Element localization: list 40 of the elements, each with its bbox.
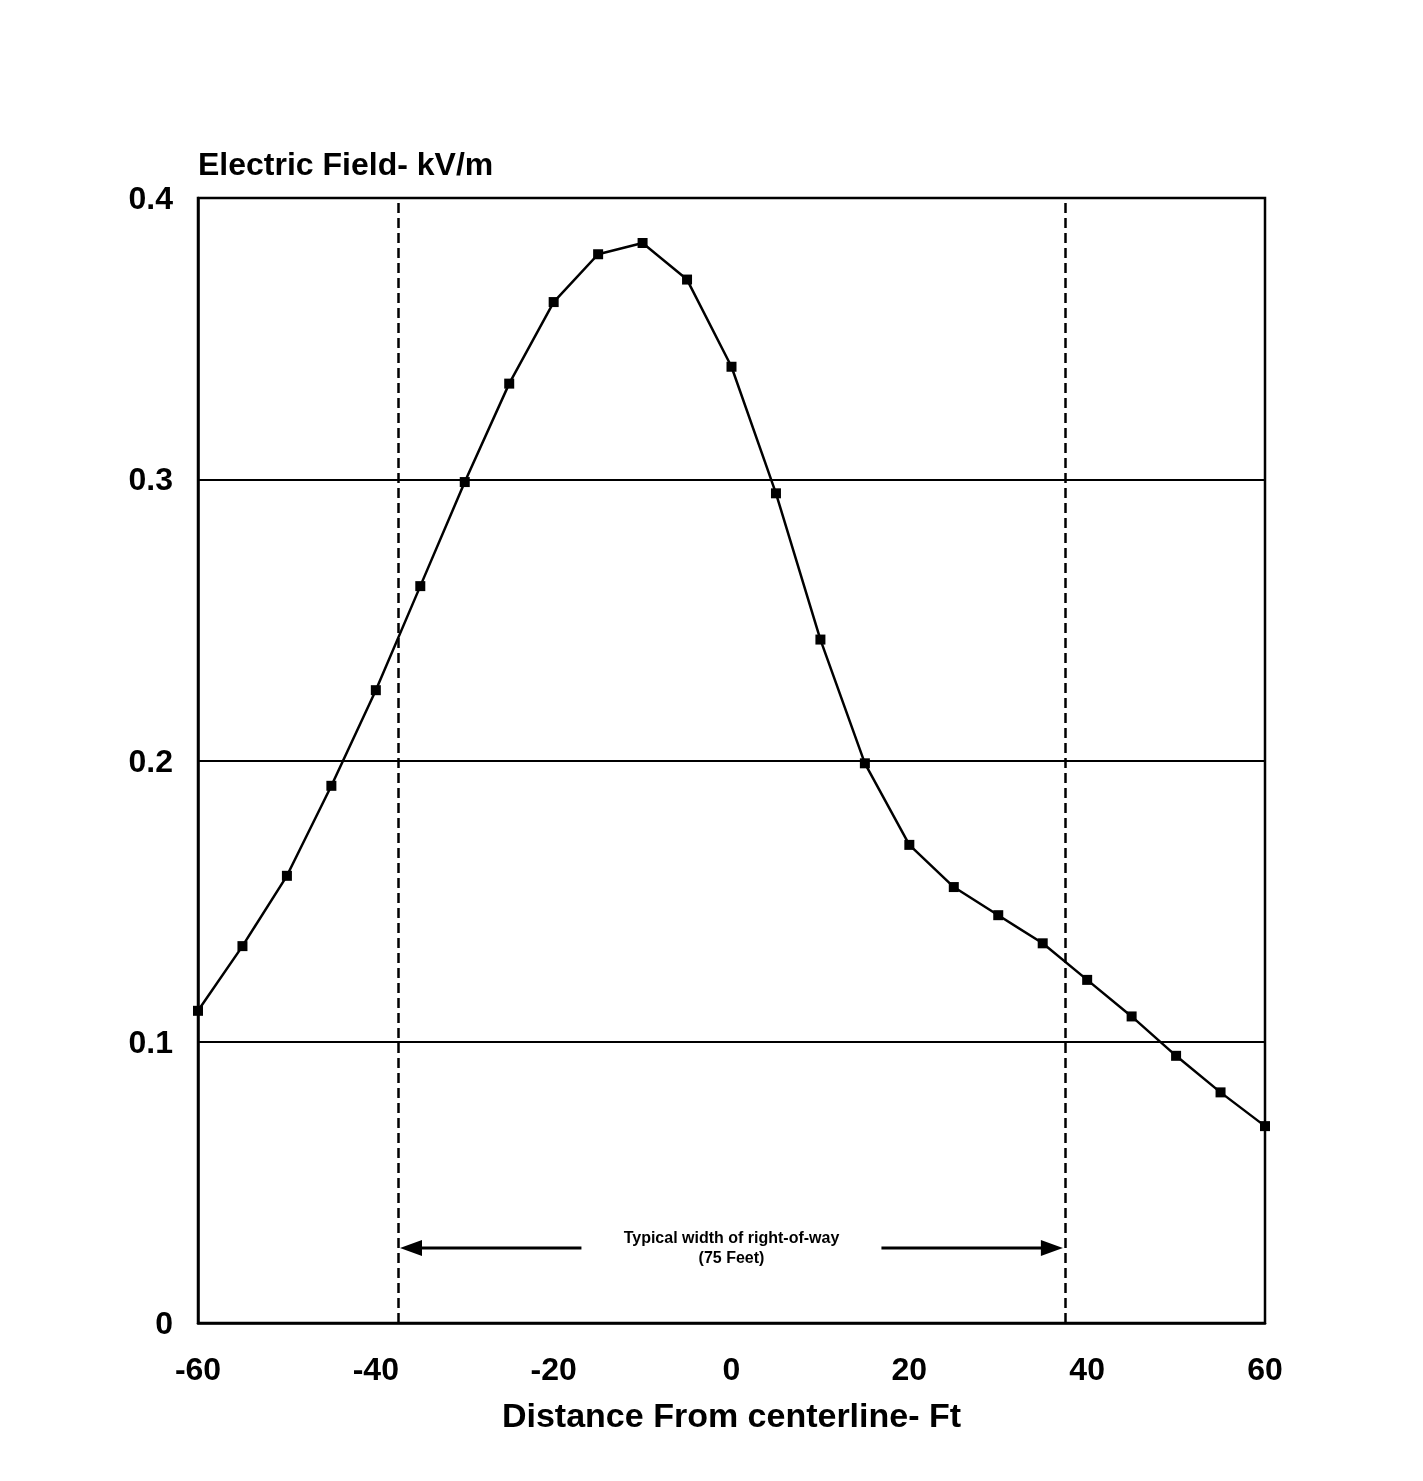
point [237, 941, 248, 952]
x-tick-label: -40 [352, 1351, 399, 1387]
x-tick-label: -20 [530, 1351, 577, 1387]
annotation: Typical width of right-of-way (75 Feet) [622, 1228, 841, 1268]
point [193, 1005, 203, 1016]
x-tick-label: 60 [1247, 1351, 1283, 1387]
y-tick-label: 0 [155, 1305, 173, 1341]
y-tick-label: 0.3 [128, 461, 173, 498]
x-axis-title: Distance From centerline- Ft [501, 1396, 962, 1434]
point [770, 488, 781, 499]
point [370, 685, 381, 696]
point [904, 839, 915, 850]
point [593, 249, 604, 260]
y-tick-label: 0.4 [128, 180, 174, 216]
point [859, 758, 870, 769]
point [504, 378, 515, 389]
y-tick-label: 0.1 [128, 1023, 173, 1060]
x-tick-label: 0 [722, 1351, 741, 1387]
x-tick-label: -60 [174, 1351, 222, 1387]
y-tick-label: 0.2 [128, 742, 173, 779]
point [993, 910, 1004, 921]
x-tick-label: 40 [1069, 1351, 1105, 1387]
point [1082, 974, 1093, 985]
point [726, 361, 737, 372]
point [637, 238, 648, 248]
point [1260, 1121, 1270, 1132]
point [948, 882, 959, 893]
point [281, 870, 292, 881]
point [459, 477, 470, 488]
point [1171, 1050, 1182, 1061]
point [1215, 1087, 1226, 1098]
point [326, 780, 337, 791]
point [1126, 1011, 1137, 1022]
point [815, 634, 826, 645]
y-axis-title: Electric Field- kV/m [198, 146, 494, 182]
point [548, 297, 559, 308]
x-tick-label: 20 [891, 1351, 928, 1387]
point [1037, 938, 1048, 949]
point [682, 274, 693, 285]
point [415, 581, 426, 592]
